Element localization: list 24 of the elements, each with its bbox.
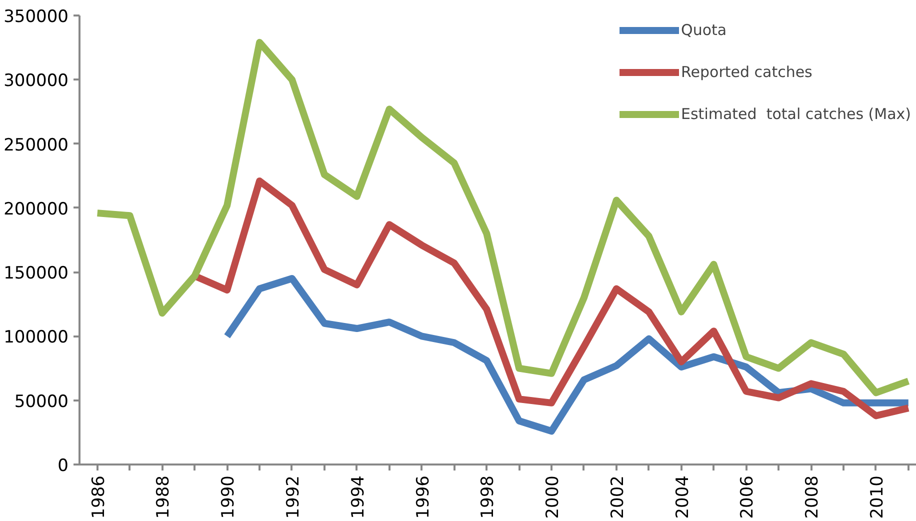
x-tick-label: 1994 xyxy=(348,476,368,519)
y-tick-label: 150000 xyxy=(4,264,69,284)
y-tick-label: 0 xyxy=(58,456,69,476)
y-tick-label: 350000 xyxy=(4,7,69,27)
legend-label: Reported catches xyxy=(681,63,812,81)
x-tick-label: 2008 xyxy=(802,476,823,519)
x-tick-label: 1990 xyxy=(218,476,239,519)
x-tick-label: 2010 xyxy=(867,476,888,519)
x-tick-label: 1992 xyxy=(283,476,304,519)
x-tick-label: 1996 xyxy=(413,476,434,519)
y-tick-label: 200000 xyxy=(4,199,69,220)
y-tick-label: 250000 xyxy=(4,135,69,156)
x-tick-label: 2004 xyxy=(672,476,693,519)
y-tick-label: 300000 xyxy=(4,71,69,92)
x-tick-label: 2006 xyxy=(738,476,758,519)
x-tick-label: 1988 xyxy=(154,476,174,519)
legend-label: Quota xyxy=(681,21,727,39)
y-tick-label: 100000 xyxy=(4,328,69,348)
x-tick-label: 2000 xyxy=(543,476,564,519)
x-tick-label: 2002 xyxy=(608,476,628,519)
x-tick-label: 1986 xyxy=(88,476,109,519)
x-tick-label: 1998 xyxy=(478,476,498,519)
y-tick-label: 50000 xyxy=(14,392,69,412)
legend-label: Estimated total catches (Max) xyxy=(681,105,911,123)
